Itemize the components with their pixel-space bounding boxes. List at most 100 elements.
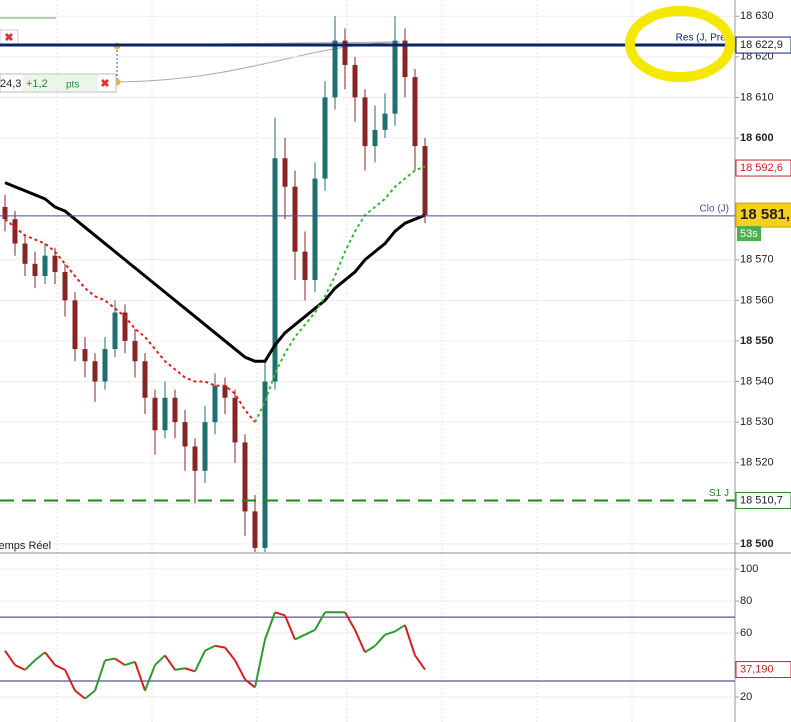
candle-body bbox=[102, 349, 108, 382]
candle-body bbox=[72, 300, 78, 350]
rsi-segment bbox=[274, 611, 286, 617]
rsi-segment bbox=[164, 654, 176, 671]
candle-body bbox=[192, 446, 198, 471]
rsi-segment bbox=[384, 630, 396, 636]
level-name: S1 J bbox=[709, 488, 729, 499]
rsi-segment bbox=[234, 659, 246, 680]
rsi-segment bbox=[224, 646, 236, 661]
candle-body bbox=[182, 422, 188, 447]
rsi-segment bbox=[34, 651, 46, 662]
y-tick-label: 18 630 bbox=[740, 10, 774, 22]
rsi-segment bbox=[254, 639, 266, 688]
moving-average bbox=[254, 165, 426, 423]
order-price: 24,3 bbox=[0, 78, 21, 90]
candle-body bbox=[142, 361, 148, 398]
rsi-segment bbox=[104, 657, 116, 662]
candle-body bbox=[332, 40, 338, 98]
candle-body bbox=[282, 158, 288, 187]
candle-body bbox=[362, 97, 368, 147]
y-tick-label: 80 bbox=[740, 595, 752, 607]
moving-average bbox=[4, 181, 426, 363]
order-close[interactable]: ✖ bbox=[100, 78, 109, 90]
value-label-box bbox=[735, 661, 791, 679]
y-tick-label: 18 570 bbox=[740, 254, 774, 266]
candle-body bbox=[132, 340, 138, 362]
rsi-segment bbox=[364, 645, 376, 654]
level-value-label: 18 622,9 bbox=[740, 39, 783, 51]
y-tick-label: 18 540 bbox=[740, 375, 774, 387]
rsi-segment bbox=[24, 659, 36, 671]
mode-label: Temps Réel bbox=[0, 540, 51, 552]
candle-body bbox=[402, 40, 408, 78]
timer-box bbox=[737, 226, 761, 242]
rsi-segment bbox=[114, 657, 126, 666]
candle-body bbox=[152, 397, 158, 431]
y-tick-label: 18 550 bbox=[740, 335, 774, 347]
rsi-segment bbox=[204, 644, 216, 652]
candle-body bbox=[202, 422, 208, 471]
candle-body bbox=[42, 255, 48, 276]
candle-body bbox=[82, 349, 88, 362]
y-tick-label: 18 530 bbox=[740, 416, 774, 428]
candle-body bbox=[342, 40, 348, 65]
candle-body bbox=[422, 146, 428, 216]
y-tick-label: 60 bbox=[740, 627, 752, 639]
rsi-segment bbox=[4, 650, 16, 666]
candle-body bbox=[312, 178, 318, 281]
candle-body bbox=[92, 361, 98, 382]
rsi-segment bbox=[124, 660, 136, 667]
candle-body bbox=[162, 397, 168, 431]
candle-body bbox=[372, 129, 378, 147]
candle-body bbox=[252, 511, 258, 548]
rsi-segment bbox=[394, 624, 406, 633]
rsi-segment bbox=[354, 629, 366, 653]
rsi-segment bbox=[64, 669, 76, 692]
rsi-segment bbox=[314, 611, 326, 631]
rsi-segment bbox=[154, 654, 166, 666]
candle-body bbox=[52, 255, 58, 272]
level-value-label: 18 510,7 bbox=[740, 494, 783, 506]
rsi-segment bbox=[214, 644, 226, 649]
candle-body bbox=[292, 186, 298, 252]
candle-body bbox=[22, 243, 28, 264]
candle-body bbox=[322, 97, 328, 179]
rsi-segment bbox=[174, 667, 186, 671]
candle-body bbox=[392, 40, 398, 114]
value-label-box bbox=[735, 491, 791, 509]
rsi-segment bbox=[134, 661, 146, 691]
candle-body bbox=[302, 251, 308, 281]
candle-body bbox=[112, 312, 118, 350]
candle-body bbox=[172, 397, 178, 423]
rsi-segment bbox=[284, 615, 296, 640]
rsi-segment bbox=[144, 664, 156, 692]
rsi-segment bbox=[74, 689, 86, 700]
rsi-segment bbox=[344, 611, 356, 631]
level-name: Clo (J) bbox=[700, 204, 729, 215]
y-tick-label: 18 600 bbox=[740, 132, 774, 144]
rsi-segment bbox=[304, 628, 316, 636]
candle-body bbox=[412, 77, 418, 147]
candle-body bbox=[352, 64, 358, 98]
rsi-segment bbox=[414, 654, 426, 671]
candle-body bbox=[2, 207, 8, 220]
candle-body bbox=[32, 263, 38, 276]
rsi-segment bbox=[84, 689, 96, 700]
y-tick-label: 100 bbox=[740, 563, 758, 575]
candle-body bbox=[232, 397, 238, 443]
rsi-segment bbox=[244, 678, 256, 689]
candle-body bbox=[382, 113, 388, 130]
candle-body bbox=[12, 219, 18, 244]
rsi-segment bbox=[14, 664, 26, 671]
y-tick-label: 18 560 bbox=[740, 294, 774, 306]
y-tick-label: 18 610 bbox=[740, 91, 774, 103]
order-change: +1,2 bbox=[26, 78, 48, 90]
rsi-segment bbox=[404, 624, 416, 656]
ma-value-label: 18 592,6 bbox=[740, 162, 783, 174]
value-label-box bbox=[735, 159, 791, 177]
rsi-segment bbox=[54, 664, 66, 671]
candle-body bbox=[62, 271, 68, 301]
level-name: Res (J, Pré) bbox=[676, 33, 729, 44]
